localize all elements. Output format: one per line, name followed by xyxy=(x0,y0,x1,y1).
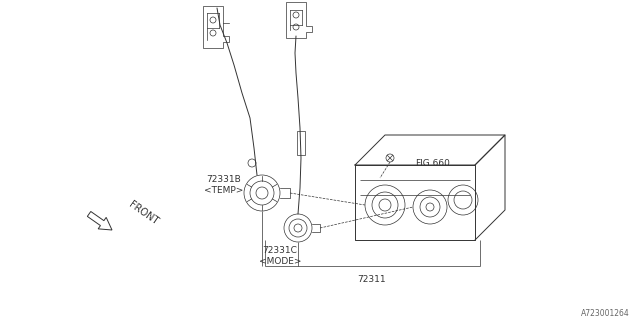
Text: FIG.660: FIG.660 xyxy=(415,158,450,167)
Bar xyxy=(297,131,305,155)
Text: 72311: 72311 xyxy=(358,276,387,284)
Text: 72331B
<TEMP>: 72331B <TEMP> xyxy=(204,175,244,195)
Text: A723001264: A723001264 xyxy=(581,308,630,317)
Text: 72331C
<MODE>: 72331C <MODE> xyxy=(259,246,301,266)
Text: FRONT: FRONT xyxy=(127,199,160,227)
